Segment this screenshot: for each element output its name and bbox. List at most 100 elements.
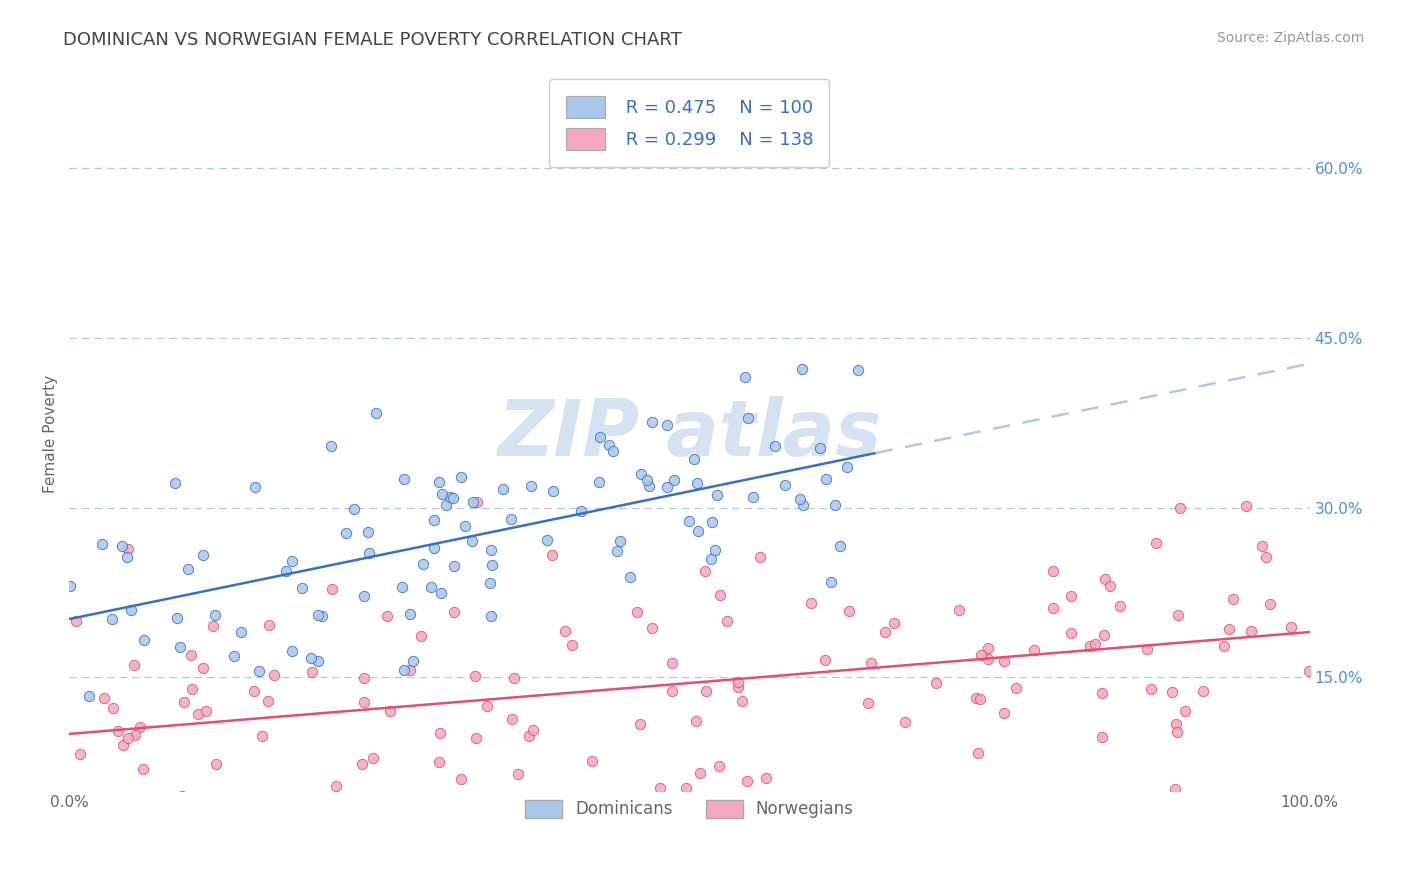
Point bbox=[657, 418, 679, 433]
Point bbox=[1218, 622, 1240, 636]
Text: ZIP atlas: ZIP atlas bbox=[498, 396, 882, 472]
Point bbox=[357, 525, 380, 540]
Point bbox=[734, 370, 756, 384]
Point bbox=[655, 480, 678, 494]
Point bbox=[1108, 599, 1130, 613]
Point bbox=[749, 549, 772, 564]
Point bbox=[520, 478, 543, 492]
Point bbox=[402, 654, 425, 668]
Point bbox=[432, 487, 454, 501]
Point bbox=[661, 657, 683, 671]
Point bbox=[205, 757, 228, 772]
Point bbox=[427, 755, 450, 769]
Point bbox=[602, 443, 624, 458]
Point bbox=[1136, 642, 1159, 657]
Point bbox=[792, 498, 814, 512]
Point bbox=[243, 480, 266, 494]
Point bbox=[467, 495, 489, 509]
Point bbox=[967, 746, 990, 760]
Point bbox=[191, 549, 214, 563]
Point bbox=[166, 611, 188, 625]
Point bbox=[450, 470, 472, 484]
Point bbox=[290, 582, 312, 596]
Point bbox=[824, 498, 846, 512]
Point bbox=[1019, 789, 1042, 804]
Point bbox=[463, 494, 485, 508]
Point bbox=[1260, 597, 1282, 611]
Text: DOMINICAN VS NORWEGIAN FEMALE POVERTY CORRELATION CHART: DOMINICAN VS NORWEGIAN FEMALE POVERTY CO… bbox=[63, 31, 682, 49]
Point bbox=[706, 488, 728, 502]
Point bbox=[172, 789, 194, 803]
Point bbox=[366, 406, 388, 420]
Point bbox=[281, 644, 304, 658]
Point bbox=[132, 762, 155, 776]
Point bbox=[477, 698, 499, 713]
Point bbox=[392, 472, 415, 486]
Point bbox=[101, 700, 124, 714]
Point bbox=[1164, 781, 1187, 796]
Point bbox=[479, 543, 502, 558]
Point bbox=[1092, 627, 1115, 641]
Point bbox=[117, 549, 139, 564]
Point bbox=[709, 588, 731, 602]
Point bbox=[173, 695, 195, 709]
Point bbox=[1160, 685, 1182, 699]
Point bbox=[301, 665, 323, 679]
Point bbox=[588, 475, 610, 490]
Point bbox=[792, 361, 814, 376]
Point bbox=[630, 467, 652, 482]
Point bbox=[517, 730, 540, 744]
Point bbox=[181, 682, 204, 697]
Point bbox=[190, 806, 212, 821]
Point bbox=[434, 499, 457, 513]
Point bbox=[626, 606, 648, 620]
Point bbox=[120, 603, 142, 617]
Legend: Dominicans, Norwegians: Dominicans, Norwegians bbox=[519, 793, 860, 825]
Point bbox=[628, 716, 651, 731]
Point bbox=[856, 696, 879, 710]
Point bbox=[820, 575, 842, 590]
Point bbox=[193, 661, 215, 675]
Point bbox=[65, 614, 87, 628]
Point bbox=[256, 694, 278, 708]
Point bbox=[307, 608, 329, 623]
Point bbox=[1167, 608, 1189, 623]
Y-axis label: Female Poverty: Female Poverty bbox=[44, 375, 58, 493]
Point bbox=[392, 663, 415, 677]
Point bbox=[307, 654, 329, 668]
Point bbox=[1060, 589, 1083, 603]
Point bbox=[638, 479, 661, 493]
Point bbox=[1139, 681, 1161, 696]
Point bbox=[247, 664, 270, 678]
Point bbox=[107, 723, 129, 738]
Point bbox=[965, 690, 987, 705]
Point bbox=[763, 439, 786, 453]
Point bbox=[350, 756, 373, 771]
Point bbox=[808, 441, 831, 455]
Point bbox=[441, 491, 464, 505]
Point bbox=[422, 513, 444, 527]
Point bbox=[641, 415, 664, 429]
Point bbox=[225, 806, 247, 821]
Point bbox=[427, 475, 450, 489]
Point bbox=[224, 649, 246, 664]
Point bbox=[274, 564, 297, 578]
Point bbox=[977, 640, 1000, 655]
Point bbox=[589, 429, 612, 443]
Point bbox=[735, 774, 758, 789]
Point bbox=[79, 689, 101, 703]
Point bbox=[606, 544, 628, 558]
Point bbox=[693, 564, 716, 578]
Point bbox=[541, 549, 564, 563]
Point bbox=[1164, 717, 1187, 731]
Point bbox=[993, 706, 1015, 721]
Point bbox=[1022, 642, 1045, 657]
Point bbox=[1298, 664, 1320, 678]
Point bbox=[925, 676, 948, 690]
Point bbox=[727, 674, 749, 689]
Point bbox=[1144, 536, 1167, 550]
Point bbox=[201, 619, 224, 633]
Point bbox=[685, 714, 707, 729]
Point bbox=[111, 539, 134, 553]
Point bbox=[737, 410, 759, 425]
